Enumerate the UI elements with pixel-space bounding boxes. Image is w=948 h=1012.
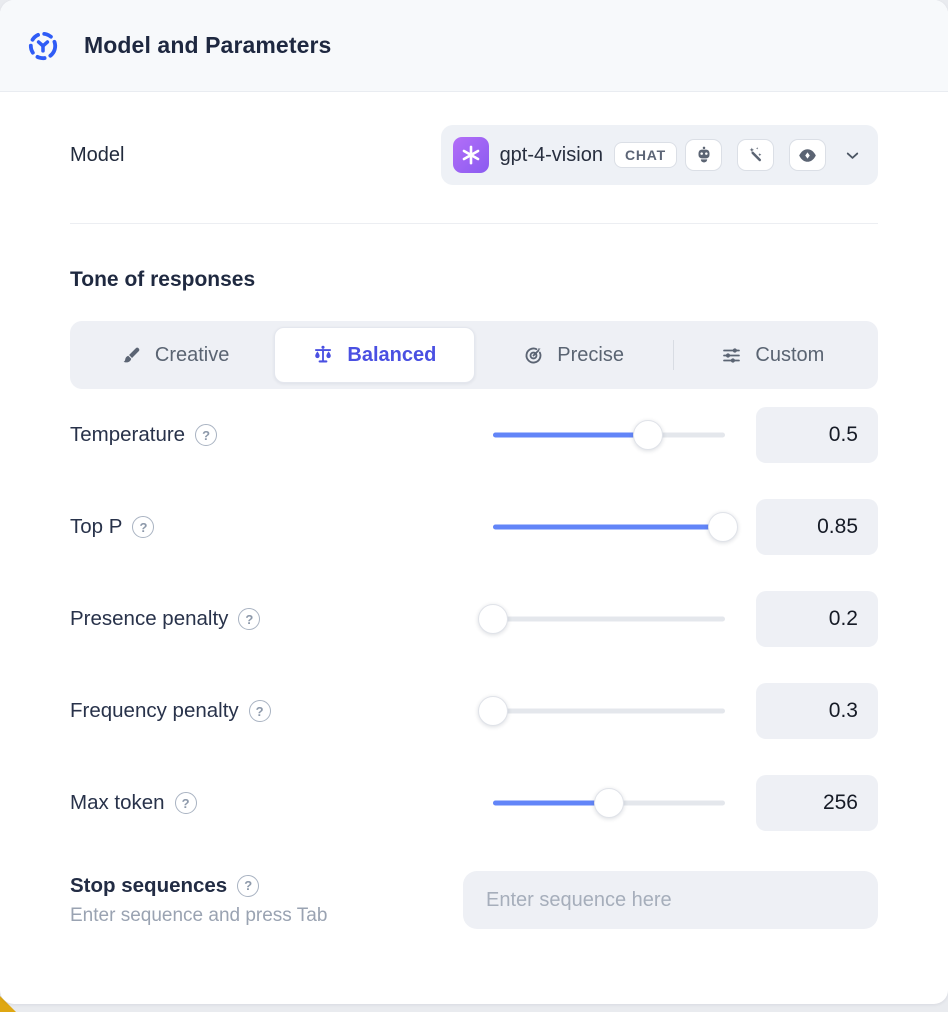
stop-sequences-row: Stop sequences ? Enter sequence and pres… [70, 871, 878, 929]
vision-eye-icon [789, 139, 826, 171]
stop-sequences-label: Stop sequences [70, 873, 228, 897]
slider-thumb[interactable] [478, 604, 508, 634]
param-row-max-token: Max token ? 256 [70, 757, 878, 849]
tone-option-label: Precise [557, 343, 624, 366]
help-icon[interactable]: ? [248, 700, 271, 722]
paintbrush-icon [123, 347, 140, 362]
tone-option-label: Creative [154, 343, 230, 366]
param-label: Frequency penalty [70, 699, 239, 722]
tone-option-balanced[interactable]: Balanced [274, 327, 475, 383]
balance-scale-icon [315, 345, 332, 363]
magic-wand-icon [737, 139, 774, 171]
panel-content: Model gpt-4-v [0, 125, 948, 929]
frequency-penalty-value: 0.3 [756, 683, 878, 739]
segment-divider [672, 340, 674, 370]
slider-thumb[interactable] [633, 420, 664, 450]
tone-option-creative[interactable]: Creative [76, 327, 274, 383]
robot-icon [685, 139, 722, 171]
tone-option-precise[interactable]: Precise [475, 327, 673, 383]
max-token-value: 256 [756, 775, 878, 831]
param-row-presence-penalty: Presence penalty ? 0.2 [70, 573, 878, 665]
param-label: Temperature [70, 423, 186, 446]
section-divider [70, 223, 878, 224]
tone-segmented-control: Creative Balanced [70, 321, 878, 389]
help-icon[interactable]: ? [132, 516, 155, 538]
slider-thumb[interactable] [594, 788, 624, 818]
param-label: Max token [70, 791, 165, 814]
temperature-slider[interactable] [493, 420, 725, 450]
param-row-frequency-penalty: Frequency penalty ? 0.3 [70, 665, 878, 757]
frequency-penalty-slider[interactable] [478, 696, 725, 726]
sliders-icon [723, 347, 741, 363]
top-p-value: 0.85 [756, 499, 878, 555]
top-p-slider[interactable] [493, 512, 738, 542]
max-token-slider[interactable] [493, 788, 725, 818]
tone-option-custom[interactable]: Custom [674, 327, 872, 383]
param-label: Top P [70, 515, 123, 538]
slider-thumb[interactable] [707, 512, 738, 542]
target-icon [525, 347, 542, 363]
model-row: Model gpt-4-v [70, 125, 878, 185]
tone-heading: Tone of responses [70, 268, 256, 291]
stop-sequences-labels: Stop sequences ? Enter sequence and pres… [70, 874, 327, 927]
chevron-down-icon [843, 146, 862, 165]
ai-model-dashed-circle-icon [28, 31, 58, 60]
help-icon[interactable]: ? [238, 608, 261, 630]
openai-logo [452, 137, 489, 173]
stop-sequences-hint: Enter sequence and press Tab [70, 904, 328, 926]
slider-thumb[interactable] [478, 696, 508, 726]
help-icon[interactable]: ? [174, 792, 197, 814]
model-label: Model [70, 143, 125, 166]
presence-penalty-slider[interactable] [478, 604, 725, 634]
stop-sequence-input[interactable] [463, 871, 878, 929]
tone-option-label: Custom [755, 343, 825, 366]
tone-option-label: Balanced [347, 343, 437, 366]
model-type-badge: CHAT [613, 142, 677, 168]
temperature-value: 0.5 [756, 407, 878, 463]
selected-model-name: gpt-4-vision [499, 143, 603, 166]
help-icon[interactable]: ? [237, 874, 260, 897]
page-title: Model and Parameters [84, 32, 332, 58]
help-icon[interactable]: ? [195, 424, 218, 446]
param-row-top-p: Top P ? 0.85 [70, 481, 878, 573]
param-row-temperature: Temperature ? 0.5 [70, 389, 878, 481]
param-label: Presence penalty [70, 607, 229, 630]
model-select-dropdown[interactable]: gpt-4-vision CHAT [440, 125, 878, 185]
panel-header: Model and Parameters [0, 0, 948, 92]
presence-penalty-value: 0.2 [756, 591, 878, 647]
